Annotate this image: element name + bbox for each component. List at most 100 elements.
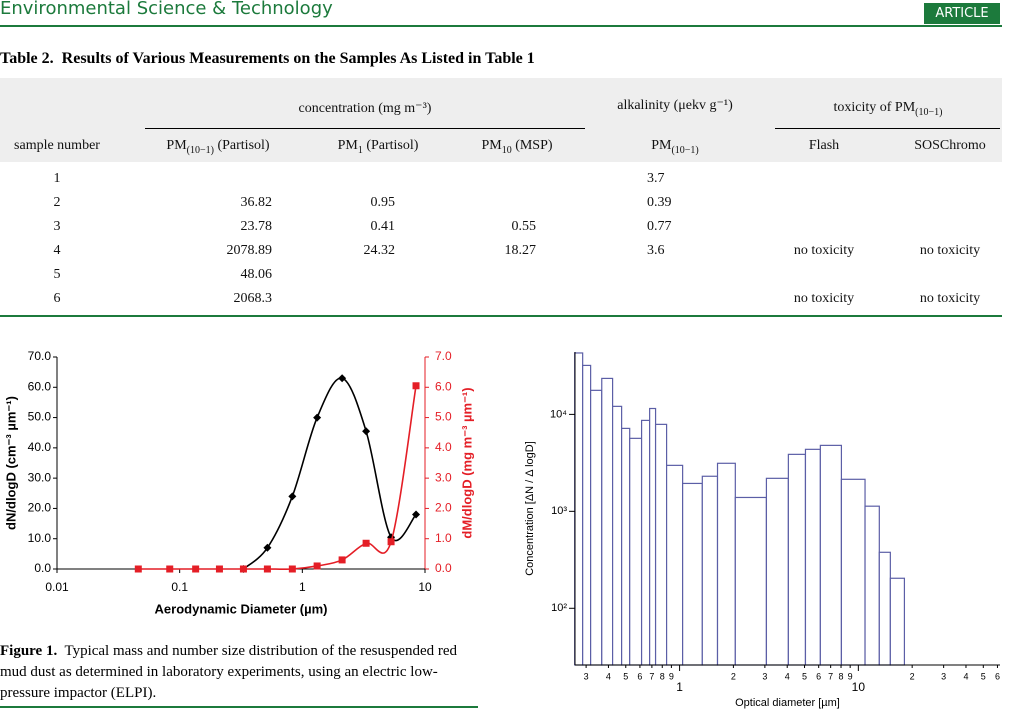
y-tick-label: 70.0 [28,349,52,363]
bar [665,464,684,666]
x-tick-label: 7 [828,671,833,681]
y-tick-label: 10² [551,602,567,614]
bar [864,505,880,666]
group-header: concentration (mg m⁻³) [215,100,515,117]
y2-tick-label: 5.0 [435,410,452,424]
x-tick-label: 9 [848,671,853,681]
x-tick-label: 0.1 [171,580,188,594]
y-tick-label: 60.0 [28,379,52,393]
table-cell: 3 [53,219,61,234]
y-tick-label: 50.0 [28,410,52,424]
bar [629,437,643,666]
x-tick-label: 6 [637,671,642,681]
marker [362,427,371,436]
caption-text: Typical mass and number size distributio… [0,643,458,701]
bar [682,482,703,666]
marker [192,565,200,573]
group-header: alkalinity (μekv g⁻¹) [525,97,825,114]
x-tick-label: 5 [623,671,628,681]
x-axis-label: Aerodynamic Diameter (µm) [155,601,328,616]
table-cell: no toxicity [919,291,981,306]
marker [338,556,346,564]
marker [215,565,223,573]
column-header-text: sample number [14,138,100,153]
column-header-text: SOSChromo [914,138,986,153]
table-cell: 0.77 [647,219,672,234]
x-tick-label: 0.01 [45,580,69,594]
caption-rule [0,706,478,708]
table-cell: 6 [53,291,61,306]
bar [840,478,866,666]
marker [313,413,322,422]
table-cell: 3.6 [647,243,665,258]
marker [166,565,174,573]
column-header-base: PM [481,138,502,153]
bar [574,352,584,666]
x-axis-label: Optical diameter [µm] [735,697,840,709]
column-header: PM(10−1) (Partisol) [68,138,368,156]
x-tick-label: 2 [731,671,736,681]
column-header: PM10 (MSP) [367,138,667,156]
table-cell: 4 [53,243,61,258]
table-title: Table 2. Results of Various Measurements… [0,50,535,68]
marker [288,565,296,573]
bar [765,477,789,666]
marker [263,543,272,552]
journal-name: Environmental Science & Technology [0,0,333,19]
column-header-suffix: (MSP) [511,138,553,153]
x-tick-label: 6 [816,671,821,681]
column-header: Flash [674,138,974,154]
y-tick-label: 10³ [551,505,567,517]
marker [362,539,370,547]
y2-tick-label: 4.0 [435,440,452,454]
x-tick-label: 5 [802,671,807,681]
bar [734,496,768,666]
x-tick-label: 2 [910,671,915,681]
marker [412,510,421,519]
column-header-suffix: (Partisol) [362,138,419,153]
y2-axis-label: dM/dlogD (mg m⁻³ µm⁻¹) [459,387,474,538]
x-tick-label: 4 [785,671,790,681]
group-header-base: toxicity of PM [833,100,916,115]
y-tick-label: 40.0 [28,440,52,454]
group-header-sub: (10−1) [915,106,943,118]
table-rule [0,315,1002,317]
bar [612,405,623,666]
marker [338,374,347,383]
column-header-sub: 10 [501,144,512,156]
table-cell: 0.41 [370,219,396,234]
column-header: PM(10−1) [525,138,825,156]
bar [889,577,906,666]
column-header-base: PM [166,138,187,153]
table-cell: 0.55 [511,219,537,234]
series-line [242,377,417,570]
x-tick-label: 5 [981,671,986,681]
table-cell: 24.32 [363,243,396,258]
group-header: toxicity of PM(10−1) [738,100,1013,118]
table-cell: no toxicity [919,243,981,258]
table-cell: 2078.89 [226,243,273,258]
x-tick-label: 8 [839,671,844,681]
table-cell: 48.06 [240,267,273,282]
bar [621,427,631,666]
group-header-text: alkalinity (μekv g⁻¹) [617,98,733,113]
column-header: SOSChromo [800,138,1013,154]
table-cell: 0.95 [370,195,396,210]
table-cell: no toxicity [793,291,855,306]
column-header-text: Flash [808,138,840,153]
bar [649,407,657,666]
header-rule [0,25,1002,27]
bar [601,377,614,666]
y-tick-label: 10⁴ [550,408,567,420]
marker [239,565,247,573]
column-header-base: PM [651,138,672,153]
table-cell: 2068.3 [233,291,273,306]
table-title-text: Results of Various Measurements on the S… [61,50,535,67]
column-header: PM1 (Partisol) [228,138,528,156]
y2-tick-label: 6.0 [435,379,452,393]
x-tick-label: 1 [676,680,683,694]
bar [716,462,736,666]
bar [787,453,807,666]
